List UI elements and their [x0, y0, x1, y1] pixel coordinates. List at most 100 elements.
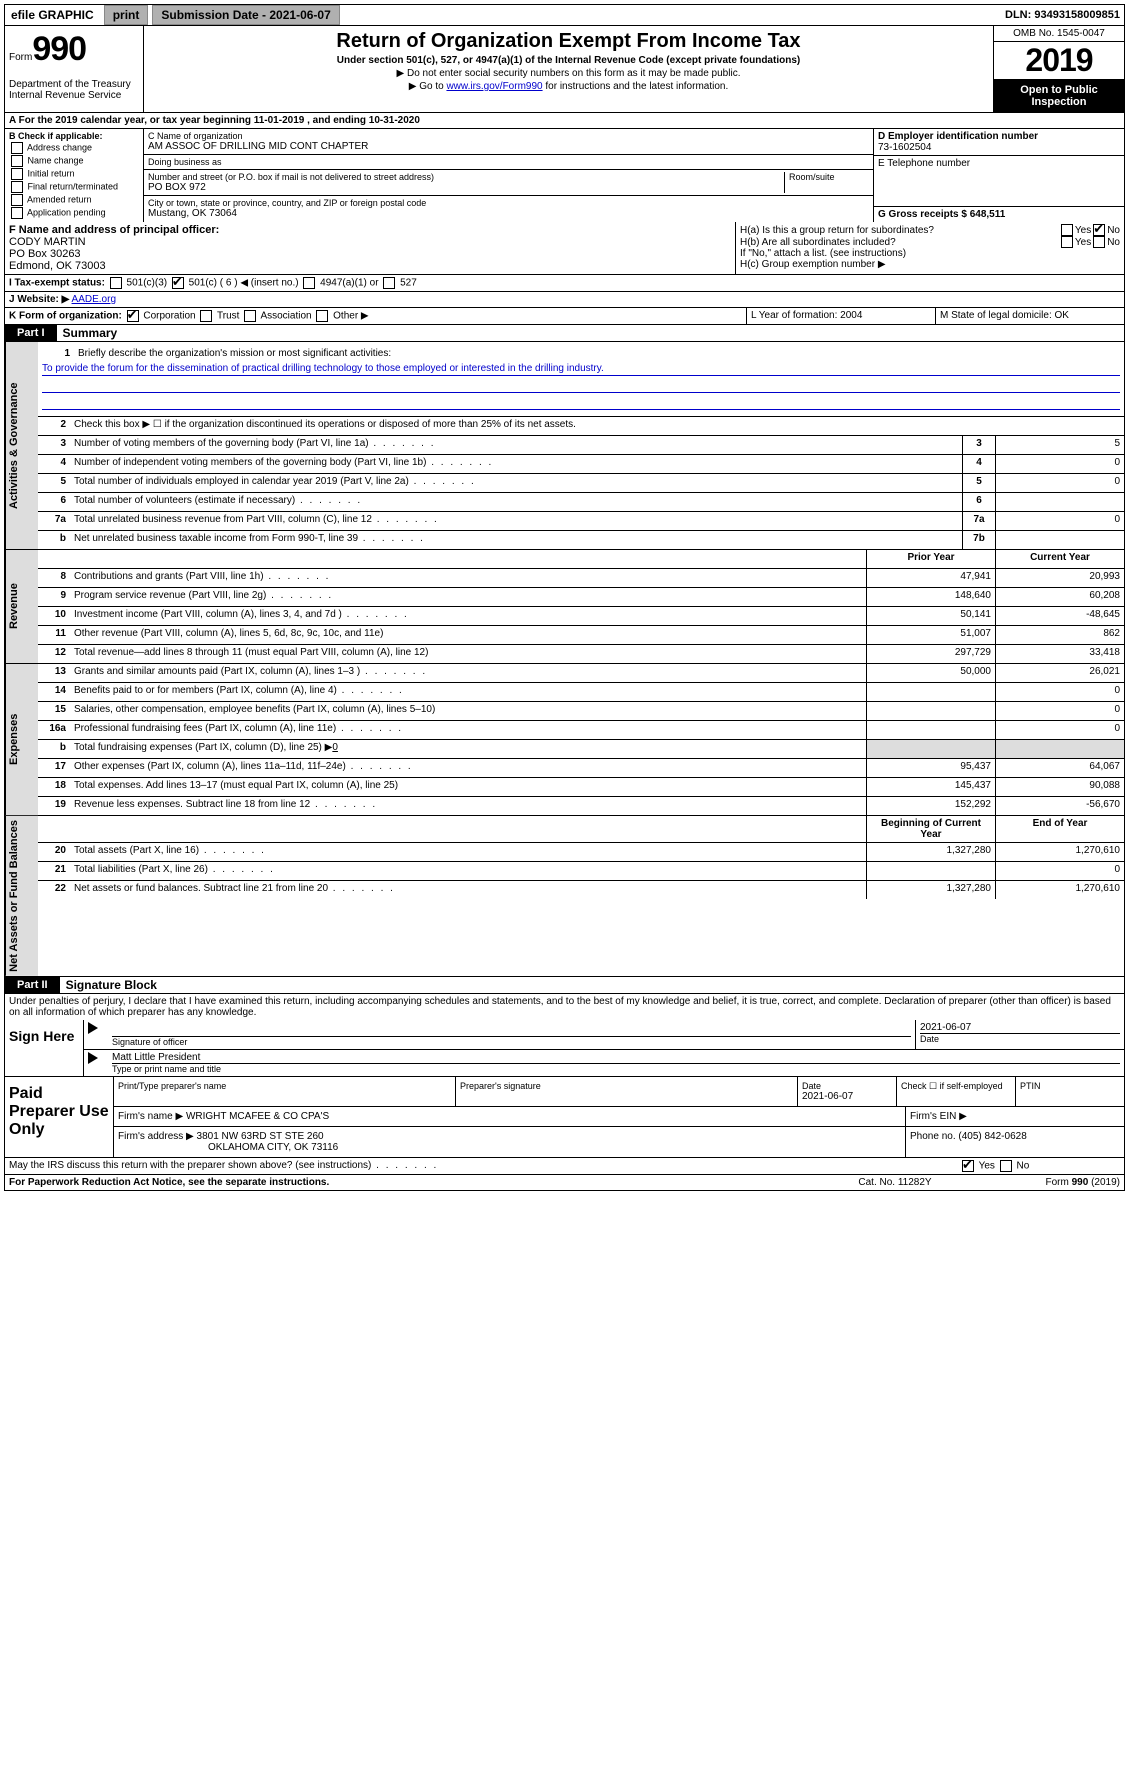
- l12: Total revenue—add lines 8 through 11 (mu…: [70, 645, 866, 663]
- arrow-icon: [88, 1052, 98, 1064]
- chk-501c3[interactable]: [110, 277, 122, 289]
- dba-box: Doing business as: [144, 155, 873, 170]
- l1-desc: Briefly describe the organization's miss…: [74, 346, 1120, 361]
- i-lbl: I Tax-exempt status:: [9, 278, 105, 289]
- row-fh: F Name and address of principal officer:…: [4, 222, 1125, 275]
- ha-no[interactable]: [1093, 224, 1105, 236]
- firm-addr1: 3801 NW 63RD ST STE 260: [197, 1131, 324, 1142]
- officer-addr1: PO Box 30263: [9, 248, 731, 260]
- submission-date-button[interactable]: Submission Date - 2021-06-07: [152, 5, 339, 25]
- p15: [866, 702, 995, 720]
- l16b: Total fundraising expenses (Part IX, col…: [70, 740, 866, 758]
- prior-hdr: Prior Year: [866, 550, 995, 568]
- phone-box: E Telephone number: [874, 156, 1124, 207]
- sub3-pre: ▶ Go to: [409, 81, 447, 92]
- f-lbl: F Name and address of principal officer:: [9, 224, 731, 236]
- form-header: Form990 Department of the Treasury Inter…: [4, 26, 1125, 113]
- section-h: H(a) Is this a group return for subordin…: [735, 222, 1124, 274]
- signature-block: Under penalties of perjury, I declare th…: [4, 994, 1125, 1077]
- org-name-box: C Name of organization AM ASSOC OF DRILL…: [144, 129, 873, 155]
- part2-header: Part II Signature Block: [4, 977, 1125, 994]
- chk-initial[interactable]: Initial return: [9, 168, 139, 180]
- p11: 51,007: [866, 626, 995, 644]
- irs-link[interactable]: www.irs.gov/Form990: [446, 81, 542, 92]
- chk-final[interactable]: Final return/terminated: [9, 181, 139, 193]
- chk-amended[interactable]: Amended return: [9, 194, 139, 206]
- header-mid: Return of Organization Exempt From Incom…: [144, 26, 993, 112]
- l19: Revenue less expenses. Subtract line 18 …: [70, 797, 866, 815]
- ein-val: 73-1602504: [878, 142, 1120, 153]
- omb-label: OMB No. 1545-0047: [994, 26, 1124, 42]
- chk-other[interactable]: [316, 310, 328, 322]
- firm-addr-lbl: Firm's address ▶: [118, 1131, 194, 1142]
- sign-here: Sign Here: [5, 1020, 84, 1076]
- chk-assoc[interactable]: [244, 310, 256, 322]
- c14: 0: [995, 683, 1124, 701]
- chk-name[interactable]: Name change: [9, 155, 139, 167]
- p16a: [866, 721, 995, 739]
- chk-address[interactable]: Address change: [9, 142, 139, 154]
- website-link[interactable]: AADE.org: [72, 294, 116, 305]
- line-a: A For the 2019 calendar year, or tax yea…: [4, 113, 1125, 129]
- c15: 0: [995, 702, 1124, 720]
- org-name: AM ASSOC OF DRILLING MID CONT CHAPTER: [148, 141, 869, 152]
- hb-yes[interactable]: [1061, 236, 1073, 248]
- vlabel-net: Net Assets or Fund Balances: [5, 816, 38, 976]
- org-name-lbl: C Name of organization: [148, 131, 869, 141]
- chk-corp[interactable]: [127, 310, 139, 322]
- c12: 33,418: [995, 645, 1124, 663]
- officer-name-title: Matt Little President: [112, 1052, 1120, 1064]
- city-box: City or town, state or province, country…: [144, 196, 873, 221]
- c20: 1,270,610: [995, 843, 1124, 861]
- section-f: F Name and address of principal officer:…: [5, 222, 735, 274]
- part1-header: Part I Summary: [4, 325, 1125, 342]
- firm-name: WRIGHT MCAFEE & CO CPA'S: [186, 1111, 329, 1122]
- chk-4947[interactable]: [303, 277, 315, 289]
- ha-lbl: H(a) Is this a group return for subordin…: [740, 225, 1059, 236]
- prep-sig-lbl: Preparer's signature: [460, 1081, 793, 1091]
- firm-ein-lbl: Firm's EIN ▶: [906, 1107, 1124, 1126]
- row-klm: K Form of organization: Corporation Trus…: [4, 308, 1125, 325]
- c10: -48,645: [995, 607, 1124, 625]
- p14: [866, 683, 995, 701]
- l8: Contributions and grants (Part VIII, lin…: [70, 569, 866, 587]
- discuss-yes[interactable]: [962, 1160, 974, 1172]
- paid-lbl: Paid Preparer Use Only: [5, 1077, 114, 1157]
- ha-yes[interactable]: [1061, 224, 1073, 236]
- l18: Total expenses. Add lines 13–17 (must eq…: [70, 778, 866, 796]
- c16b: [995, 740, 1124, 758]
- l6: Total number of volunteers (estimate if …: [70, 493, 962, 511]
- hc-lbl: H(c) Group exemption number ▶: [740, 259, 1120, 270]
- p22: 1,327,280: [866, 881, 995, 899]
- c19: -56,670: [995, 797, 1124, 815]
- chk-application[interactable]: Application pending: [9, 207, 139, 219]
- p21: [866, 862, 995, 880]
- c22: 1,270,610: [995, 881, 1124, 899]
- hb-no[interactable]: [1093, 236, 1105, 248]
- ein-lbl: D Employer identification number: [878, 131, 1120, 142]
- discuss-no[interactable]: [1000, 1160, 1012, 1172]
- chk-trust[interactable]: [200, 310, 212, 322]
- l4: Number of independent voting members of …: [70, 455, 962, 473]
- firm-phone: Phone no. (405) 842-0628: [906, 1127, 1124, 1157]
- col-b: B Check if applicable: Address change Na…: [5, 129, 144, 222]
- c16a: 0: [995, 721, 1124, 739]
- p8: 47,941: [866, 569, 995, 587]
- l2: Check this box ▶ ☐ if the organization d…: [70, 417, 1124, 435]
- footer: For Paperwork Reduction Act Notice, see …: [4, 1175, 1125, 1191]
- l7a: Total unrelated business revenue from Pa…: [70, 512, 962, 530]
- chk-501c[interactable]: [172, 277, 184, 289]
- city-lbl: City or town, state or province, country…: [148, 198, 869, 208]
- discuss-row: May the IRS discuss this return with the…: [4, 1158, 1125, 1175]
- gov-section: Activities & Governance 1Briefly describ…: [4, 342, 1125, 550]
- mission-blank2: [42, 397, 1120, 410]
- form-ref: Form 990 (2019): [970, 1177, 1120, 1188]
- print-button[interactable]: print: [104, 5, 149, 25]
- c9: 60,208: [995, 588, 1124, 606]
- sig-intro: Under penalties of perjury, I declare th…: [5, 994, 1124, 1020]
- p17: 95,437: [866, 759, 995, 777]
- l11: Other revenue (Part VIII, column (A), li…: [70, 626, 866, 644]
- l17: Other expenses (Part IX, column (A), lin…: [70, 759, 866, 777]
- l16a: Professional fundraising fees (Part IX, …: [70, 721, 866, 739]
- chk-527[interactable]: [383, 277, 395, 289]
